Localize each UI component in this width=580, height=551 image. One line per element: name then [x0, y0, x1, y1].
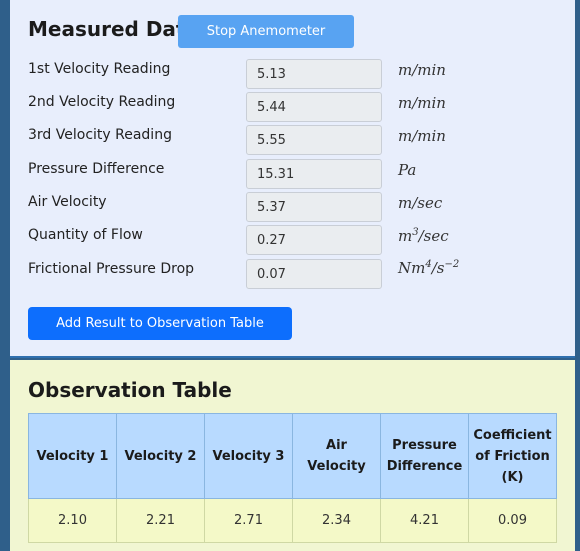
- measured-data-title: Measured Data: [28, 17, 199, 41]
- velocity-reading-3-field[interactable]: 5.55: [246, 125, 382, 155]
- cell-velocity-3: 2.71: [204, 498, 293, 543]
- pressure-difference-field[interactable]: 15.31: [246, 159, 382, 189]
- quantity-of-flow-unit-base: m: [398, 227, 413, 245]
- frictional-pressure-drop-unit-base: Nm: [398, 259, 426, 277]
- observation-panel: Observation Table Velocity 1 Velocity 2 …: [10, 360, 575, 551]
- header-air-velocity: Air Velocity: [292, 413, 381, 499]
- velocity-reading-1-label: 1st Velocity Reading: [28, 61, 171, 77]
- frictional-pressure-drop-unit-mid: /s: [431, 259, 445, 277]
- frictional-pressure-drop-unit-exponent-2: −2: [444, 259, 460, 270]
- observation-table-title: Observation Table: [28, 378, 232, 402]
- observation-table: Velocity 1 Velocity 2 Velocity 3 Air Vel…: [28, 413, 557, 543]
- header-coefficient-of-friction: Coefficient of Friction (K): [468, 413, 557, 499]
- air-velocity-unit: m/sec: [398, 194, 443, 212]
- air-velocity-label: Air Velocity: [28, 194, 107, 210]
- cell-velocity-1: 2.10: [28, 498, 117, 543]
- measured-data-panel: Measured Data Stop Anemometer 1st Veloci…: [10, 0, 575, 358]
- velocity-reading-3-label: 3rd Velocity Reading: [28, 127, 172, 143]
- pressure-difference-label: Pressure Difference: [28, 161, 165, 177]
- observation-header-row: Velocity 1 Velocity 2 Velocity 3 Air Vel…: [28, 413, 557, 499]
- header-velocity-2: Velocity 2: [116, 413, 205, 499]
- stop-anemometer-button[interactable]: Stop Anemometer: [178, 15, 354, 48]
- table-row: 2.10 2.21 2.71 2.34 4.21 0.09: [28, 498, 557, 543]
- header-pressure-difference: Pressure Difference: [380, 413, 469, 499]
- frictional-pressure-drop-unit: Nm4/s−2: [398, 259, 459, 277]
- quantity-of-flow-unit: m3/sec: [398, 227, 449, 245]
- header-velocity-1: Velocity 1: [28, 413, 117, 499]
- velocity-reading-2-label: 2nd Velocity Reading: [28, 94, 176, 110]
- header-velocity-3: Velocity 3: [204, 413, 293, 499]
- velocity-reading-2-field[interactable]: 5.44: [246, 92, 382, 122]
- frictional-pressure-drop-field[interactable]: 0.07: [246, 259, 382, 289]
- cell-pressure-difference: 4.21: [380, 498, 469, 543]
- add-result-button[interactable]: Add Result to Observation Table: [28, 307, 292, 340]
- cell-coefficient-of-friction: 0.09: [468, 498, 557, 543]
- quantity-of-flow-label: Quantity of Flow: [28, 227, 143, 243]
- quantity-of-flow-field[interactable]: 0.27: [246, 225, 382, 255]
- pressure-difference-unit: Pa: [398, 161, 417, 179]
- velocity-reading-1-unit: m/min: [398, 61, 446, 79]
- cell-velocity-2: 2.21: [116, 498, 205, 543]
- velocity-reading-2-unit: m/min: [398, 94, 446, 112]
- velocity-reading-3-unit: m/min: [398, 127, 446, 145]
- frictional-pressure-drop-label: Frictional Pressure Drop: [28, 261, 195, 277]
- quantity-of-flow-unit-tail: /sec: [418, 227, 449, 245]
- velocity-reading-1-field[interactable]: 5.13: [246, 59, 382, 89]
- quantity-of-flow-unit-exponent: 3: [412, 227, 419, 238]
- frictional-pressure-drop-unit-exponent: 4: [425, 259, 432, 270]
- air-velocity-field[interactable]: 5.37: [246, 192, 382, 222]
- cell-air-velocity: 2.34: [292, 498, 381, 543]
